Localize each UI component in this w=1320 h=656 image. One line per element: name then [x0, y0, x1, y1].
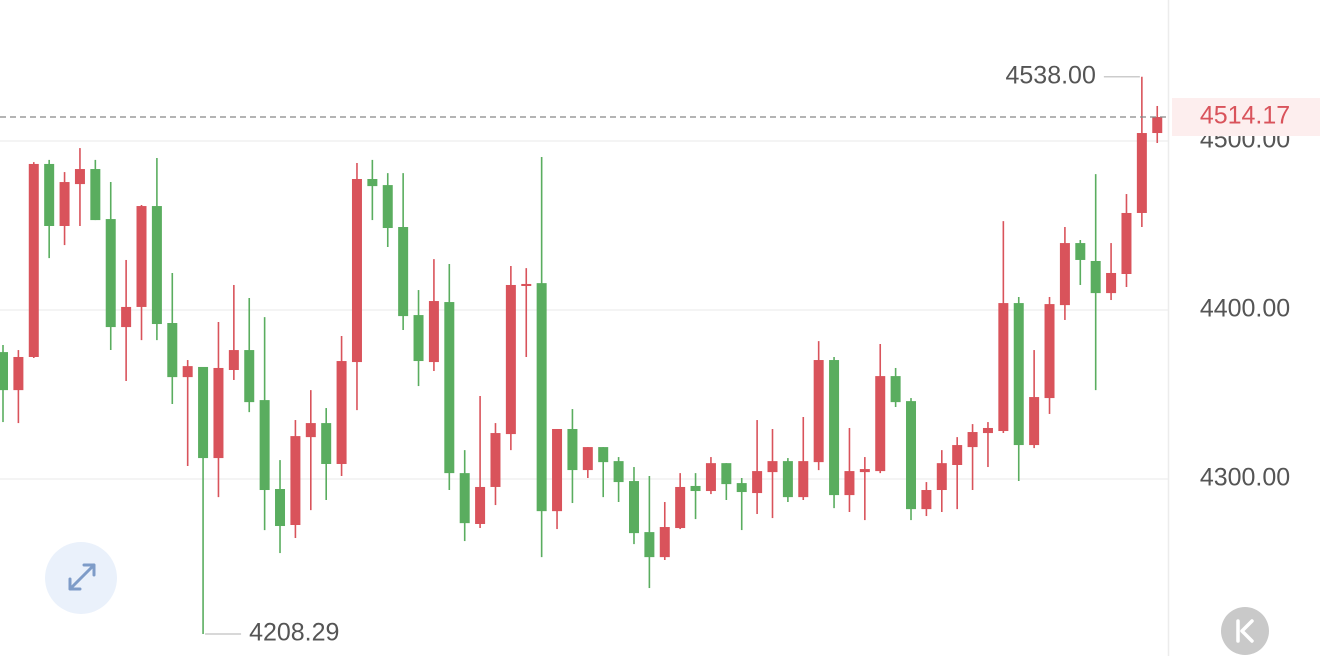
candle-body — [105, 219, 116, 328]
candle-body — [829, 360, 840, 496]
candle-body — [859, 469, 870, 473]
candle-body — [782, 461, 793, 498]
candle-body — [613, 461, 624, 483]
candle-body — [906, 401, 917, 510]
candle-body — [875, 376, 886, 472]
candle-body — [813, 360, 824, 463]
candle-body — [705, 463, 716, 492]
candle-body — [1136, 133, 1147, 213]
candle-body — [336, 361, 347, 464]
candle-body — [1044, 304, 1055, 399]
candle-body — [490, 433, 501, 487]
expand-icon[interactable] — [68, 563, 96, 591]
high-label: 4538.00 — [1005, 61, 1095, 89]
candle-body — [151, 206, 162, 325]
candle-body — [444, 302, 455, 474]
candle-body — [752, 471, 763, 494]
candle-body — [74, 169, 85, 185]
candle-layer — [0, 76, 1163, 635]
candle-body — [321, 423, 332, 464]
candle-body — [536, 283, 547, 512]
candle-body — [982, 427, 993, 434]
candle-body — [567, 428, 578, 471]
k-button[interactable] — [1221, 607, 1269, 655]
candle-body — [844, 471, 855, 496]
candle-body — [890, 376, 901, 403]
candle-body — [767, 461, 778, 473]
candle-body — [628, 481, 639, 534]
candle-body — [244, 350, 255, 403]
candle-body — [290, 436, 301, 526]
candle-body — [552, 428, 563, 512]
candle-body — [1090, 260, 1101, 294]
candle-body — [44, 163, 55, 226]
candle-body — [598, 447, 609, 463]
candle-body — [1029, 397, 1040, 446]
candle-body — [121, 306, 132, 328]
candle-body — [998, 303, 1009, 432]
candle-body — [428, 301, 439, 363]
candle-body — [521, 283, 532, 286]
candle-body — [659, 527, 670, 558]
y-tick-label: 4400.00 — [1200, 295, 1290, 323]
candle-body — [952, 445, 963, 465]
k-icon[interactable] — [1236, 619, 1254, 643]
last-price-tag — [1172, 98, 1320, 137]
low-label: 4208.29 — [249, 619, 339, 647]
candle-body — [967, 432, 978, 448]
candle-body — [582, 447, 593, 471]
candle-body — [198, 366, 209, 459]
candle-body — [182, 366, 193, 378]
candle-body — [136, 206, 147, 307]
candle-body — [690, 485, 701, 492]
candle-body — [1121, 212, 1132, 274]
expand-button[interactable] — [45, 542, 117, 614]
candle-body — [644, 532, 655, 558]
candle-body — [305, 423, 316, 438]
label-layer: 4300.004400.004500.004514.174538.004208.… — [0, 61, 1320, 647]
candle-body — [213, 367, 224, 459]
candle-body — [798, 461, 809, 498]
candle-body — [721, 463, 732, 485]
candle-body — [382, 185, 393, 229]
candle-body — [736, 483, 747, 493]
k-button-bg[interactable] — [1221, 607, 1269, 655]
candle-body — [1106, 272, 1117, 294]
candle-body — [921, 490, 932, 510]
candle-body — [59, 182, 70, 226]
candle-body — [413, 315, 424, 362]
last-price-label: 4514.17 — [1200, 102, 1290, 130]
candle-body — [28, 163, 39, 357]
candle-body — [936, 463, 947, 491]
candle-body — [275, 488, 286, 527]
candle-body — [475, 486, 486, 524]
candle-body — [398, 227, 409, 317]
candle-body — [505, 284, 516, 435]
candle-body — [13, 356, 24, 391]
candle-body — [351, 179, 362, 363]
candle-body — [675, 486, 686, 529]
candle-body — [367, 179, 378, 187]
candle-body — [1152, 117, 1163, 134]
candle-body — [167, 323, 178, 378]
candle-body — [228, 350, 239, 371]
candle-body — [90, 169, 101, 221]
candle-body — [1013, 303, 1024, 446]
candle-body — [259, 400, 270, 491]
y-tick-label: 4300.00 — [1200, 464, 1290, 492]
candle-body — [459, 473, 470, 524]
candle-body — [1075, 243, 1086, 260]
candle-body — [1059, 243, 1070, 306]
candle-body — [0, 352, 8, 391]
